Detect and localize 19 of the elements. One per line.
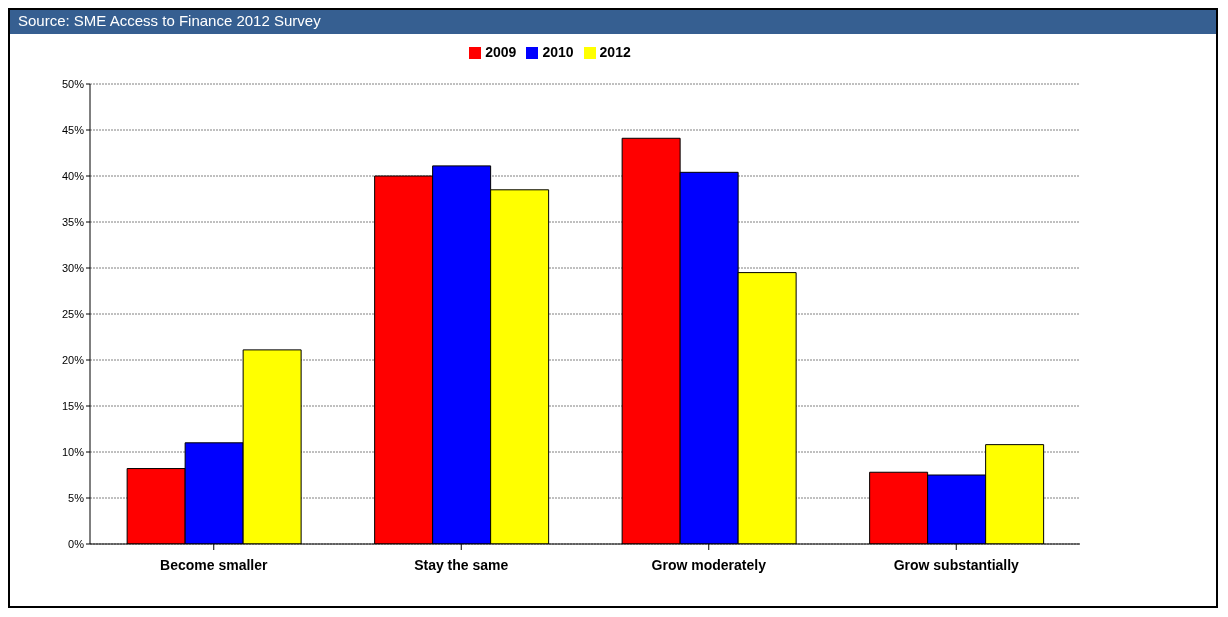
y-tick-label: 35%	[61, 215, 85, 228]
x-tick-label: Grow substantially	[893, 556, 1020, 573]
y-tick-label: 20%	[61, 353, 85, 366]
legend-label: 2009	[485, 44, 517, 60]
y-tick-label: 10%	[61, 445, 85, 458]
y-tick-label: 40%	[61, 169, 85, 182]
y-tick-label: 15%	[61, 399, 85, 412]
legend-label: 2010	[542, 44, 574, 60]
y-tick-label: 30%	[61, 261, 85, 274]
y-tick-label: 5%	[68, 491, 85, 504]
y-tick-label: 0%	[68, 537, 85, 550]
x-tick-label: Become smaller	[160, 556, 268, 573]
y-tick-label: 25%	[61, 307, 85, 320]
x-tick-label: Stay the same	[414, 556, 509, 573]
y-tick-label: 50%	[61, 77, 85, 90]
x-tick-label: Grow moderately	[651, 556, 767, 573]
y-tick-label: 45%	[61, 123, 85, 136]
legend-label: 2012	[599, 44, 631, 60]
source-note: Source: SME Access to Finance 2012 Survey	[10, 10, 1216, 34]
